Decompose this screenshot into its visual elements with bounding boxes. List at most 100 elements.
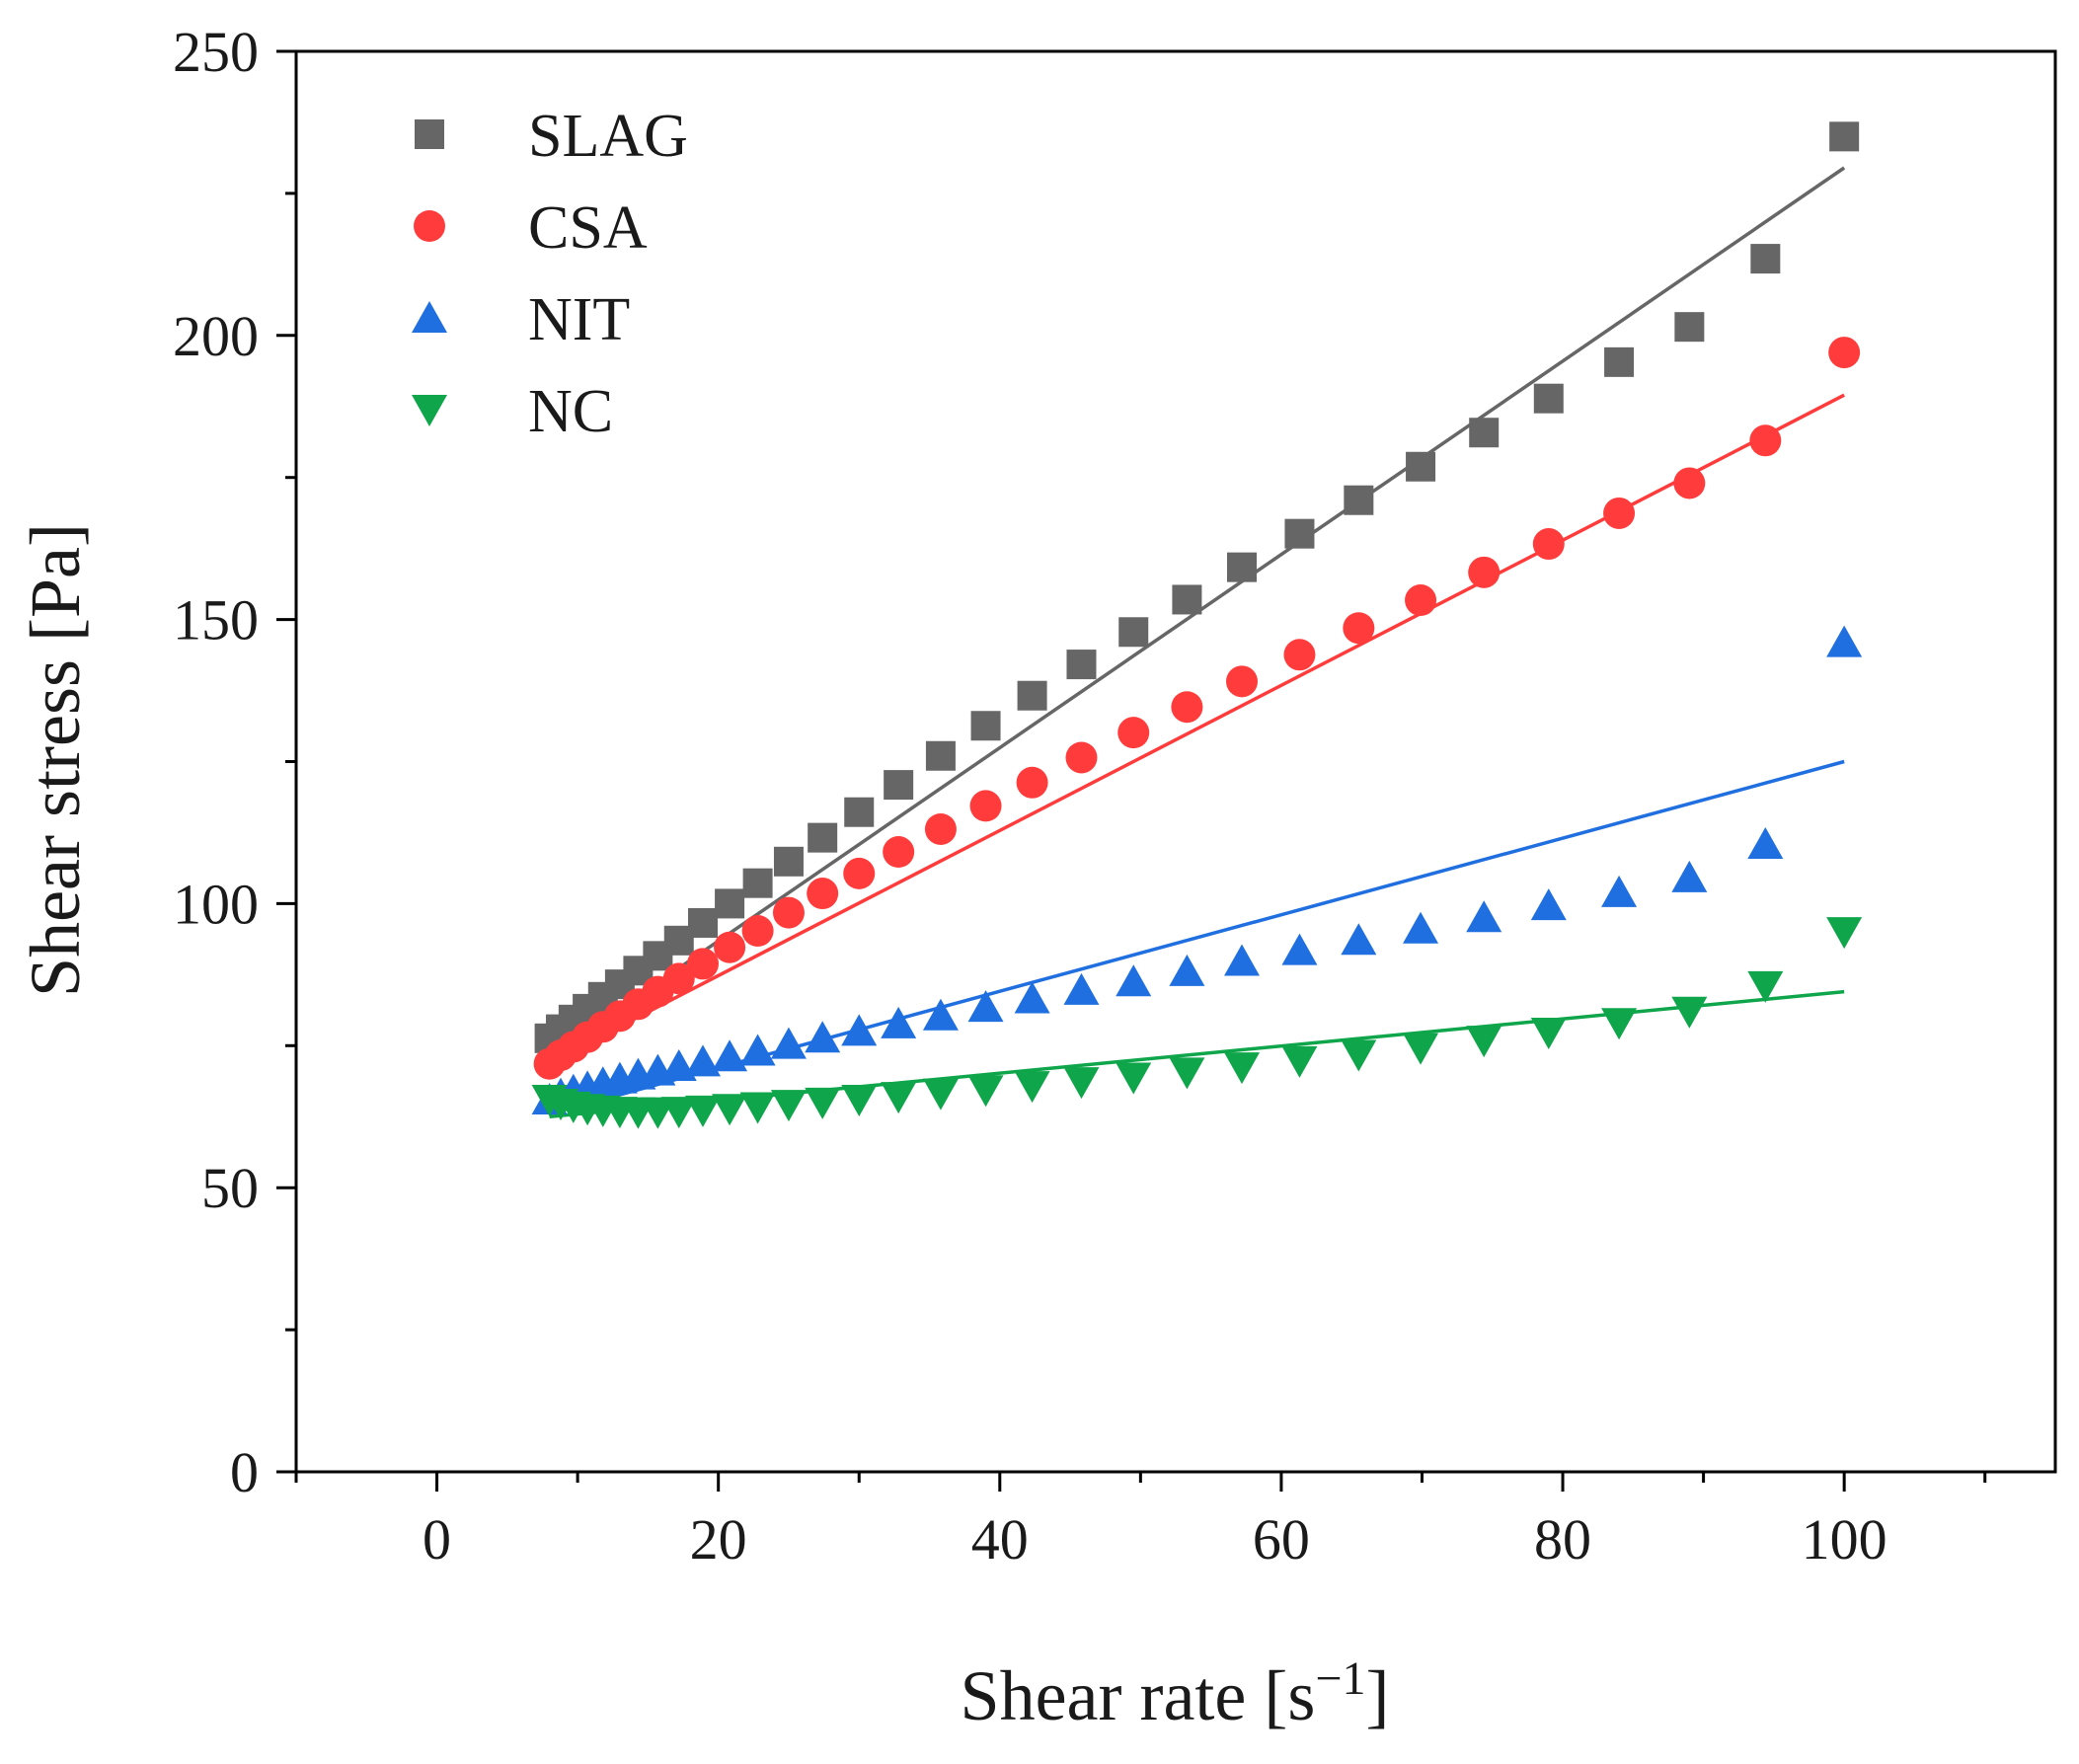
data-point-nc <box>1747 970 1784 1003</box>
x-tick-label: 60 <box>1253 1507 1310 1572</box>
data-point-nit <box>1671 860 1708 892</box>
data-point-slag <box>1017 680 1047 711</box>
data-point-csa <box>1117 717 1150 749</box>
x-axis-label-exponent: −1 <box>1315 1652 1365 1705</box>
data-point-slag <box>1344 485 1374 515</box>
data-point-nc <box>881 1082 917 1114</box>
data-point-slag <box>1533 383 1564 414</box>
legend-label-nc: NC <box>528 378 613 445</box>
data-point-nit <box>1530 888 1567 921</box>
data-point-slag <box>1469 418 1500 448</box>
data-point-nit <box>712 1039 748 1072</box>
y-tick-label: 250 <box>173 20 259 84</box>
data-point-csa <box>1226 665 1259 698</box>
data-point-nit <box>1014 981 1050 1014</box>
data-point-csa <box>1016 766 1048 799</box>
legend-label-nit: NIT <box>528 286 630 353</box>
data-point-csa <box>1171 691 1203 724</box>
data-point-csa <box>686 948 719 980</box>
data-point-nit <box>1747 826 1784 859</box>
y-tick-label: 150 <box>173 588 259 652</box>
data-point-slag <box>1172 584 1202 615</box>
y-axis-label: Shear stress [Pa] <box>16 523 95 997</box>
data-point-nit <box>881 1006 917 1038</box>
legend-marker-slag <box>415 119 444 149</box>
data-point-nit <box>770 1027 807 1059</box>
data-point-slag <box>773 846 804 877</box>
data-point-nit <box>1281 933 1318 965</box>
data-point-slag <box>808 822 838 853</box>
data-point-nit <box>1063 972 1100 1005</box>
data-point-csa <box>1749 424 1782 457</box>
data-point-slag <box>1674 312 1705 343</box>
data-point-nit <box>967 990 1004 1023</box>
data-point-nit <box>1224 944 1261 976</box>
data-point-slag <box>1227 552 1258 582</box>
data-point-slag <box>884 770 914 801</box>
data-point-nit <box>1341 923 1377 956</box>
data-point-slag <box>1118 617 1149 648</box>
data-point-csa <box>1343 612 1375 645</box>
data-point-csa <box>772 896 805 929</box>
data-point-csa <box>843 857 876 889</box>
data-point-slag <box>1829 121 1860 152</box>
x-axis-label: Shear rate [s−1] <box>961 1652 1390 1736</box>
data-point-nc <box>1063 1067 1100 1100</box>
data-point-nc <box>1601 1008 1638 1040</box>
y-tick-label: 100 <box>173 872 259 936</box>
data-point-slag <box>925 740 956 771</box>
y-tick-label: 50 <box>201 1156 259 1220</box>
data-point-nit <box>922 998 959 1031</box>
legend-marker-csa <box>414 210 445 242</box>
data-point-csa <box>1065 741 1098 774</box>
data-point-nit <box>1826 625 1863 657</box>
data-point-nc <box>739 1092 776 1124</box>
data-point-csa <box>924 812 957 845</box>
data-point-nit <box>1116 964 1152 997</box>
data-point-nit <box>805 1021 841 1053</box>
data-markers <box>531 121 1863 1129</box>
data-point-nc <box>684 1095 721 1127</box>
data-point-slag <box>1066 650 1097 680</box>
data-point-nc <box>1466 1026 1502 1058</box>
data-point-nit <box>1466 900 1502 933</box>
data-point-nc <box>1530 1018 1567 1050</box>
axis-labels: Shear rate [s−1] Shear stress [Pa] <box>16 523 1389 1735</box>
data-point-nit <box>1169 954 1205 986</box>
data-point-csa <box>969 790 1002 822</box>
data-point-nc <box>1826 917 1863 950</box>
data-point-nc <box>922 1078 959 1111</box>
data-point-nc <box>1281 1045 1318 1078</box>
x-tick-label: 80 <box>1534 1507 1591 1572</box>
x-tick-label: 100 <box>1802 1507 1887 1572</box>
data-point-nc <box>805 1087 841 1119</box>
data-point-slag <box>1284 518 1315 549</box>
data-point-csa <box>662 962 695 995</box>
data-point-nc <box>1014 1071 1050 1104</box>
data-point-nc <box>841 1084 878 1116</box>
data-point-csa <box>1405 584 1437 617</box>
data-point-slag <box>1750 244 1781 274</box>
data-point-nc <box>712 1094 748 1126</box>
data-point-nc <box>1169 1057 1205 1090</box>
data-point-csa <box>714 931 746 963</box>
legend-marker-nc <box>412 395 447 426</box>
x-tick-label: 0 <box>423 1507 451 1572</box>
legend: SLAG CSA NIT NC <box>412 103 688 445</box>
data-point-csa <box>1532 528 1565 561</box>
data-point-nit <box>1601 875 1638 907</box>
data-point-csa <box>741 915 774 948</box>
data-point-csa <box>1603 497 1636 529</box>
data-point-slag <box>970 711 1001 741</box>
x-tick-label: 40 <box>971 1507 1029 1572</box>
data-point-csa <box>1828 337 1861 369</box>
axes: 0 20 40 60 80 100 0 50 100 150 200 250 <box>173 20 2057 1572</box>
data-point-nc <box>967 1075 1004 1108</box>
data-point-slag <box>715 888 745 919</box>
y-tick-label: 0 <box>230 1440 259 1504</box>
data-point-slag <box>1406 451 1436 482</box>
data-point-nc <box>1341 1039 1377 1072</box>
data-point-nc <box>1671 996 1708 1029</box>
data-point-csa <box>1283 639 1316 671</box>
